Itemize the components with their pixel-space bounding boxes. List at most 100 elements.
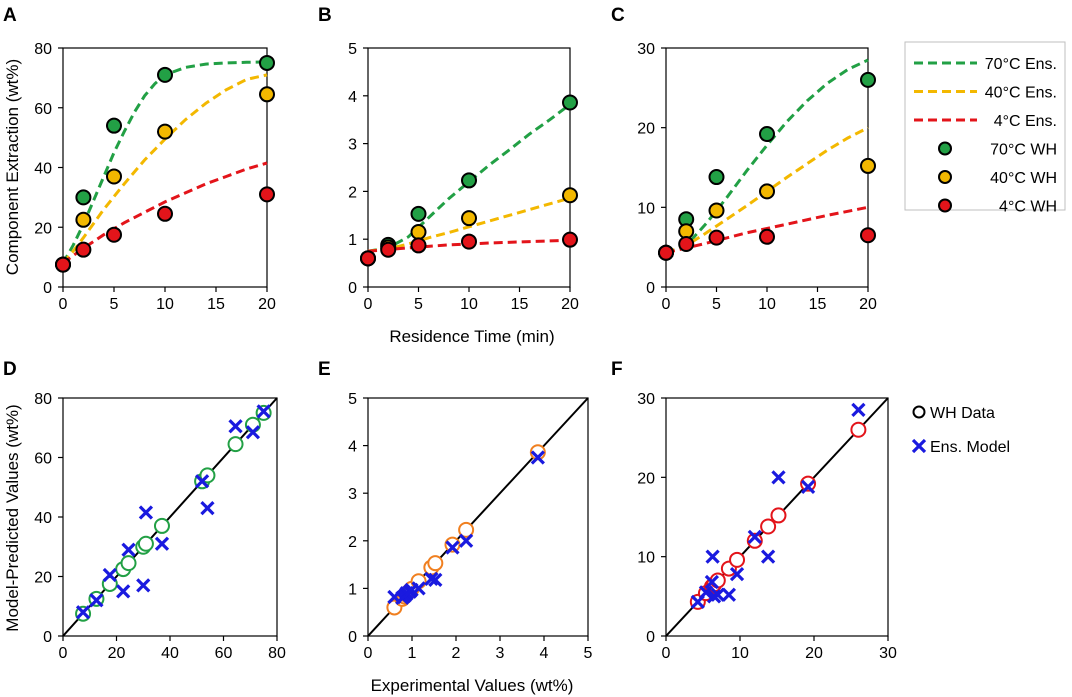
ensemble-curve bbox=[367, 196, 571, 253]
ens-model-cross bbox=[89, 593, 104, 608]
ens-model-cross bbox=[721, 587, 737, 602]
data-point bbox=[461, 172, 477, 189]
y-tick-label: 20 bbox=[637, 121, 655, 138]
ens-model-cross bbox=[256, 404, 271, 419]
x-tick-label: 20 bbox=[258, 296, 276, 313]
data-point bbox=[106, 117, 122, 134]
x-tick-label: 0 bbox=[364, 645, 373, 662]
x-tick-label: 0 bbox=[662, 296, 671, 313]
data-point bbox=[157, 205, 173, 222]
ens-model-cross bbox=[102, 567, 117, 583]
wh-data-ring bbox=[760, 518, 777, 535]
ens-model-cross bbox=[228, 419, 243, 434]
ens-model-cross bbox=[200, 500, 215, 516]
ens-model-cross bbox=[747, 529, 762, 544]
data-point bbox=[410, 205, 427, 222]
legend-bottom: WH Data Ens. Model bbox=[911, 405, 1010, 456]
legend-top-frame bbox=[904, 41, 1066, 211]
data-point bbox=[106, 226, 122, 243]
data-point bbox=[562, 187, 578, 204]
ens-model-cross bbox=[698, 585, 714, 600]
ens-model-cross bbox=[771, 470, 786, 485]
y-tick-label: 4 bbox=[348, 89, 357, 106]
ensemble-curve bbox=[665, 58, 869, 255]
y-tick-label: 0 bbox=[348, 280, 357, 297]
legend-dot-swatch bbox=[938, 198, 952, 213]
legend-label: 70°C WH bbox=[990, 142, 1057, 159]
panel-letter: A bbox=[3, 5, 17, 26]
ens-model-cross bbox=[428, 572, 443, 587]
legend-label: 4°C Ens. bbox=[994, 113, 1057, 130]
x-tick-label: 10 bbox=[460, 296, 478, 313]
y-axis-title-bottom: Model-Predicted Values (wt%) bbox=[3, 404, 22, 631]
y-tick-label: 1 bbox=[348, 232, 357, 249]
legend-label: Ens. Model bbox=[930, 439, 1010, 456]
y-tick-label: 10 bbox=[637, 550, 655, 567]
y-tick-label: 3 bbox=[348, 486, 357, 503]
plot-frame bbox=[367, 397, 589, 637]
data-point bbox=[759, 228, 775, 245]
data-point bbox=[562, 231, 578, 248]
legend-label: WH Data bbox=[930, 405, 995, 422]
ens-model-cross bbox=[154, 536, 170, 551]
legend-label: 40°C WH bbox=[990, 170, 1057, 187]
data-point bbox=[380, 241, 397, 258]
y-tick-label: 20 bbox=[637, 470, 655, 487]
legend-label: 40°C Ens. bbox=[985, 85, 1057, 102]
x-axis-title-bottom: Experimental Values (wt%) bbox=[371, 676, 574, 695]
y-tick-label: 0 bbox=[646, 629, 655, 646]
wh-data-ring bbox=[800, 475, 817, 492]
data-point bbox=[410, 237, 427, 254]
wh-data-ring bbox=[153, 517, 170, 534]
panel-c: C 0 5 10 15 20 0 10 20 30 bbox=[611, 5, 877, 313]
legend-dot-swatch bbox=[938, 170, 952, 184]
y-tick-label: 60 bbox=[34, 451, 52, 468]
wh-data-ring bbox=[427, 555, 444, 572]
ens-model-cross bbox=[851, 402, 866, 418]
wh-data-ring bbox=[137, 535, 154, 552]
ensemble-curve bbox=[61, 60, 268, 264]
data-point bbox=[658, 244, 674, 261]
x-tick-label: 20 bbox=[859, 296, 877, 313]
wh-data-ring bbox=[120, 555, 137, 572]
wh-data-ring bbox=[444, 536, 461, 553]
ens-model-cross bbox=[411, 581, 426, 596]
ens-model-cross bbox=[75, 605, 91, 620]
ensemble-curve bbox=[665, 205, 869, 255]
y-tick-label: 0 bbox=[348, 629, 357, 646]
wh-data-ring bbox=[850, 421, 867, 438]
data-point bbox=[157, 66, 173, 83]
data-point bbox=[410, 224, 427, 241]
x-tick-label: 0 bbox=[59, 296, 68, 313]
wh-data-ring bbox=[227, 436, 244, 453]
x-tick-label: 40 bbox=[161, 645, 179, 662]
data-point bbox=[759, 183, 775, 200]
x-tick-label: 5 bbox=[584, 645, 593, 662]
panel-f: F 0 10 20 30 0 10 20 30 bbox=[611, 359, 897, 662]
x-tick-label: 10 bbox=[731, 645, 749, 662]
y-tick-label: 80 bbox=[34, 41, 52, 58]
panel-letter: E bbox=[318, 359, 331, 380]
x-tick-label: 0 bbox=[59, 645, 68, 662]
ens-model-cross bbox=[760, 549, 776, 564]
ens-model-cross bbox=[704, 574, 720, 590]
ens-model-cross bbox=[458, 533, 474, 548]
ens-model-cross bbox=[530, 450, 545, 465]
data-point bbox=[708, 169, 725, 186]
ens-model-cross bbox=[136, 578, 151, 593]
y-tick-label: 30 bbox=[637, 41, 655, 58]
x-tick-label: 10 bbox=[758, 296, 776, 313]
data-point bbox=[259, 86, 275, 103]
data-point bbox=[75, 241, 92, 258]
ens-model-cross bbox=[116, 584, 131, 599]
plot-frame bbox=[665, 397, 889, 637]
x-tick-label: 20 bbox=[805, 645, 823, 662]
plot-frame bbox=[665, 47, 869, 288]
y-tick-label: 20 bbox=[34, 220, 52, 237]
panel-letter: B bbox=[318, 5, 332, 26]
data-point bbox=[461, 210, 477, 227]
ensemble-curve bbox=[367, 103, 571, 253]
x-tick-label: 10 bbox=[156, 296, 174, 313]
data-point bbox=[360, 250, 376, 267]
